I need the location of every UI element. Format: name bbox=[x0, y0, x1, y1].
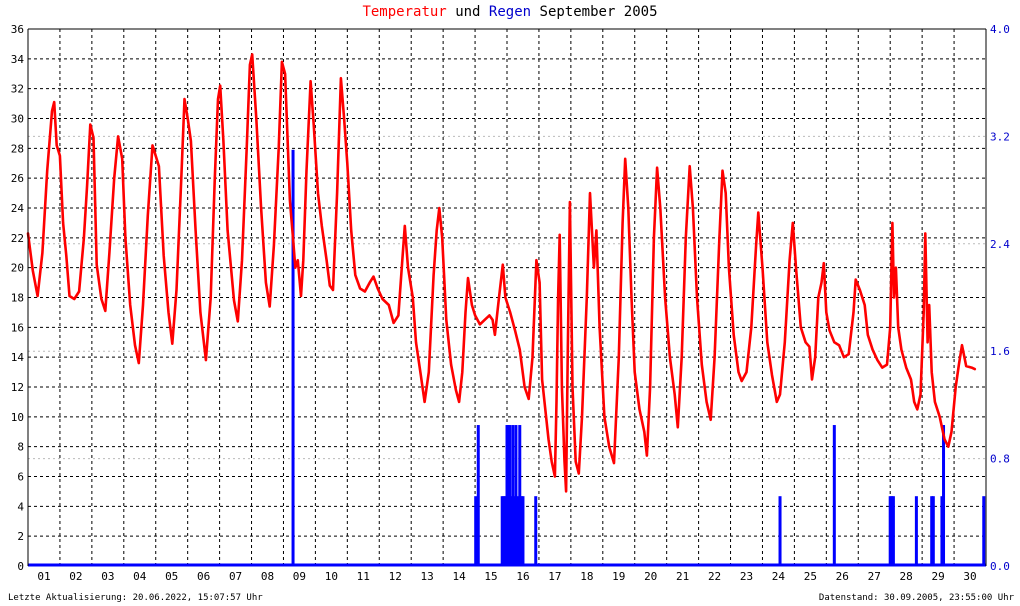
y-left-tick-label: 6 bbox=[17, 471, 24, 484]
y-left-tick-label: 22 bbox=[11, 232, 24, 245]
x-tick-label: 22 bbox=[708, 570, 721, 583]
rain-bar bbox=[890, 496, 894, 566]
y-left-tick-label: 10 bbox=[11, 411, 24, 424]
rain-bar bbox=[534, 496, 538, 566]
y-right-tick-label: 0.8 bbox=[990, 453, 1010, 466]
x-tick-label: 02 bbox=[69, 570, 82, 583]
rain-bar bbox=[502, 496, 506, 566]
rain-bar bbox=[519, 496, 523, 566]
y-left-tick-label: 36 bbox=[11, 23, 24, 36]
rain-bar bbox=[832, 425, 836, 566]
y-left-tick-label: 2 bbox=[17, 530, 24, 543]
y-left-tick-label: 0 bbox=[17, 560, 24, 573]
x-tick-label: 01 bbox=[37, 570, 50, 583]
rain-bar bbox=[503, 496, 507, 566]
x-tick-label: 06 bbox=[197, 570, 210, 583]
rain-bar bbox=[516, 496, 520, 566]
x-tick-label: 10 bbox=[325, 570, 338, 583]
rain-bar bbox=[476, 425, 480, 566]
x-tick-label: 03 bbox=[101, 570, 114, 583]
temperature-line bbox=[26, 53, 977, 493]
axes: 0246810121416182022242628303234360.00.81… bbox=[11, 23, 1010, 583]
rain-bar bbox=[508, 425, 512, 566]
rain-bar bbox=[982, 496, 986, 566]
x-tick-label: 30 bbox=[963, 570, 976, 583]
x-tick-label: 20 bbox=[644, 570, 657, 583]
y-left-tick-label: 12 bbox=[11, 381, 24, 394]
rain-series bbox=[28, 149, 986, 567]
rain-bar bbox=[514, 425, 518, 566]
rain-bar bbox=[500, 496, 504, 566]
x-tick-label: 25 bbox=[804, 570, 817, 583]
rain-bar bbox=[891, 496, 895, 566]
y-left-tick-label: 16 bbox=[11, 321, 24, 334]
x-tick-label: 21 bbox=[676, 570, 689, 583]
x-tick-label: 27 bbox=[868, 570, 881, 583]
x-tick-label: 16 bbox=[516, 570, 529, 583]
rain-bar bbox=[930, 496, 934, 566]
x-tick-label: 04 bbox=[133, 570, 147, 583]
y-left-tick-label: 24 bbox=[11, 202, 25, 215]
rain-bar bbox=[509, 496, 513, 566]
y-left-tick-label: 28 bbox=[11, 142, 24, 155]
rain-bar bbox=[511, 425, 515, 566]
rain-bar bbox=[506, 425, 510, 566]
x-tick-label: 12 bbox=[389, 570, 402, 583]
y-right-tick-label: 3.2 bbox=[990, 130, 1010, 143]
y-left-tick-label: 32 bbox=[11, 83, 24, 96]
temperature-series bbox=[26, 53, 977, 493]
x-tick-label: 26 bbox=[836, 570, 849, 583]
chart-title: Temperatur und Regen September 2005 bbox=[0, 4, 1020, 20]
x-tick-label: 17 bbox=[548, 570, 561, 583]
x-tick-label: 28 bbox=[900, 570, 913, 583]
x-tick-label: 19 bbox=[612, 570, 625, 583]
y-left-tick-label: 20 bbox=[11, 262, 24, 275]
x-tick-label: 07 bbox=[229, 570, 242, 583]
y-right-tick-label: 4.0 bbox=[990, 23, 1010, 36]
x-tick-label: 13 bbox=[421, 570, 434, 583]
x-tick-label: 08 bbox=[261, 570, 274, 583]
rain-bar bbox=[474, 496, 478, 566]
y-left-tick-label: 26 bbox=[11, 172, 24, 185]
rain-bar bbox=[778, 496, 782, 566]
x-tick-label: 24 bbox=[772, 570, 786, 583]
rain-bar bbox=[512, 496, 516, 566]
x-tick-label: 18 bbox=[580, 570, 593, 583]
title-period: September 2005 bbox=[539, 4, 658, 20]
y-left-tick-label: 18 bbox=[11, 292, 24, 305]
last-update-text: Letzte Aktualisierung: 20.06.2022, 15:07… bbox=[8, 593, 263, 603]
y-left-tick-label: 34 bbox=[11, 53, 25, 66]
title-temperature: Temperatur bbox=[362, 4, 447, 20]
y-right-tick-label: 1.6 bbox=[990, 345, 1010, 358]
y-left-tick-label: 30 bbox=[11, 113, 24, 126]
x-tick-label: 29 bbox=[931, 570, 944, 583]
rain-bar bbox=[942, 425, 946, 566]
x-tick-label: 15 bbox=[484, 570, 497, 583]
rain-bar bbox=[931, 496, 935, 566]
rain-bar bbox=[940, 496, 944, 566]
rain-bar bbox=[888, 496, 892, 566]
rain-bar bbox=[521, 496, 525, 566]
rain-bar bbox=[914, 496, 918, 566]
data-state-text: Datenstand: 30.09.2005, 23:55:00 Uhr bbox=[818, 593, 1014, 603]
title-rain: Regen bbox=[488, 4, 532, 20]
rain-bar bbox=[518, 425, 522, 566]
title-and: und bbox=[455, 4, 481, 20]
x-tick-label: 11 bbox=[357, 570, 370, 583]
grid bbox=[28, 28, 986, 566]
x-tick-label: 05 bbox=[165, 570, 178, 583]
y-left-tick-label: 14 bbox=[11, 351, 25, 364]
x-tick-label: 09 bbox=[293, 570, 306, 583]
rain-bar bbox=[291, 149, 295, 566]
x-tick-label: 23 bbox=[740, 570, 753, 583]
y-left-tick-label: 4 bbox=[17, 500, 24, 513]
y-right-tick-label: 2.4 bbox=[990, 238, 1010, 251]
y-left-tick-label: 8 bbox=[17, 441, 24, 454]
y-right-tick-label: 0.0 bbox=[990, 560, 1010, 573]
x-tick-label: 14 bbox=[452, 570, 466, 583]
